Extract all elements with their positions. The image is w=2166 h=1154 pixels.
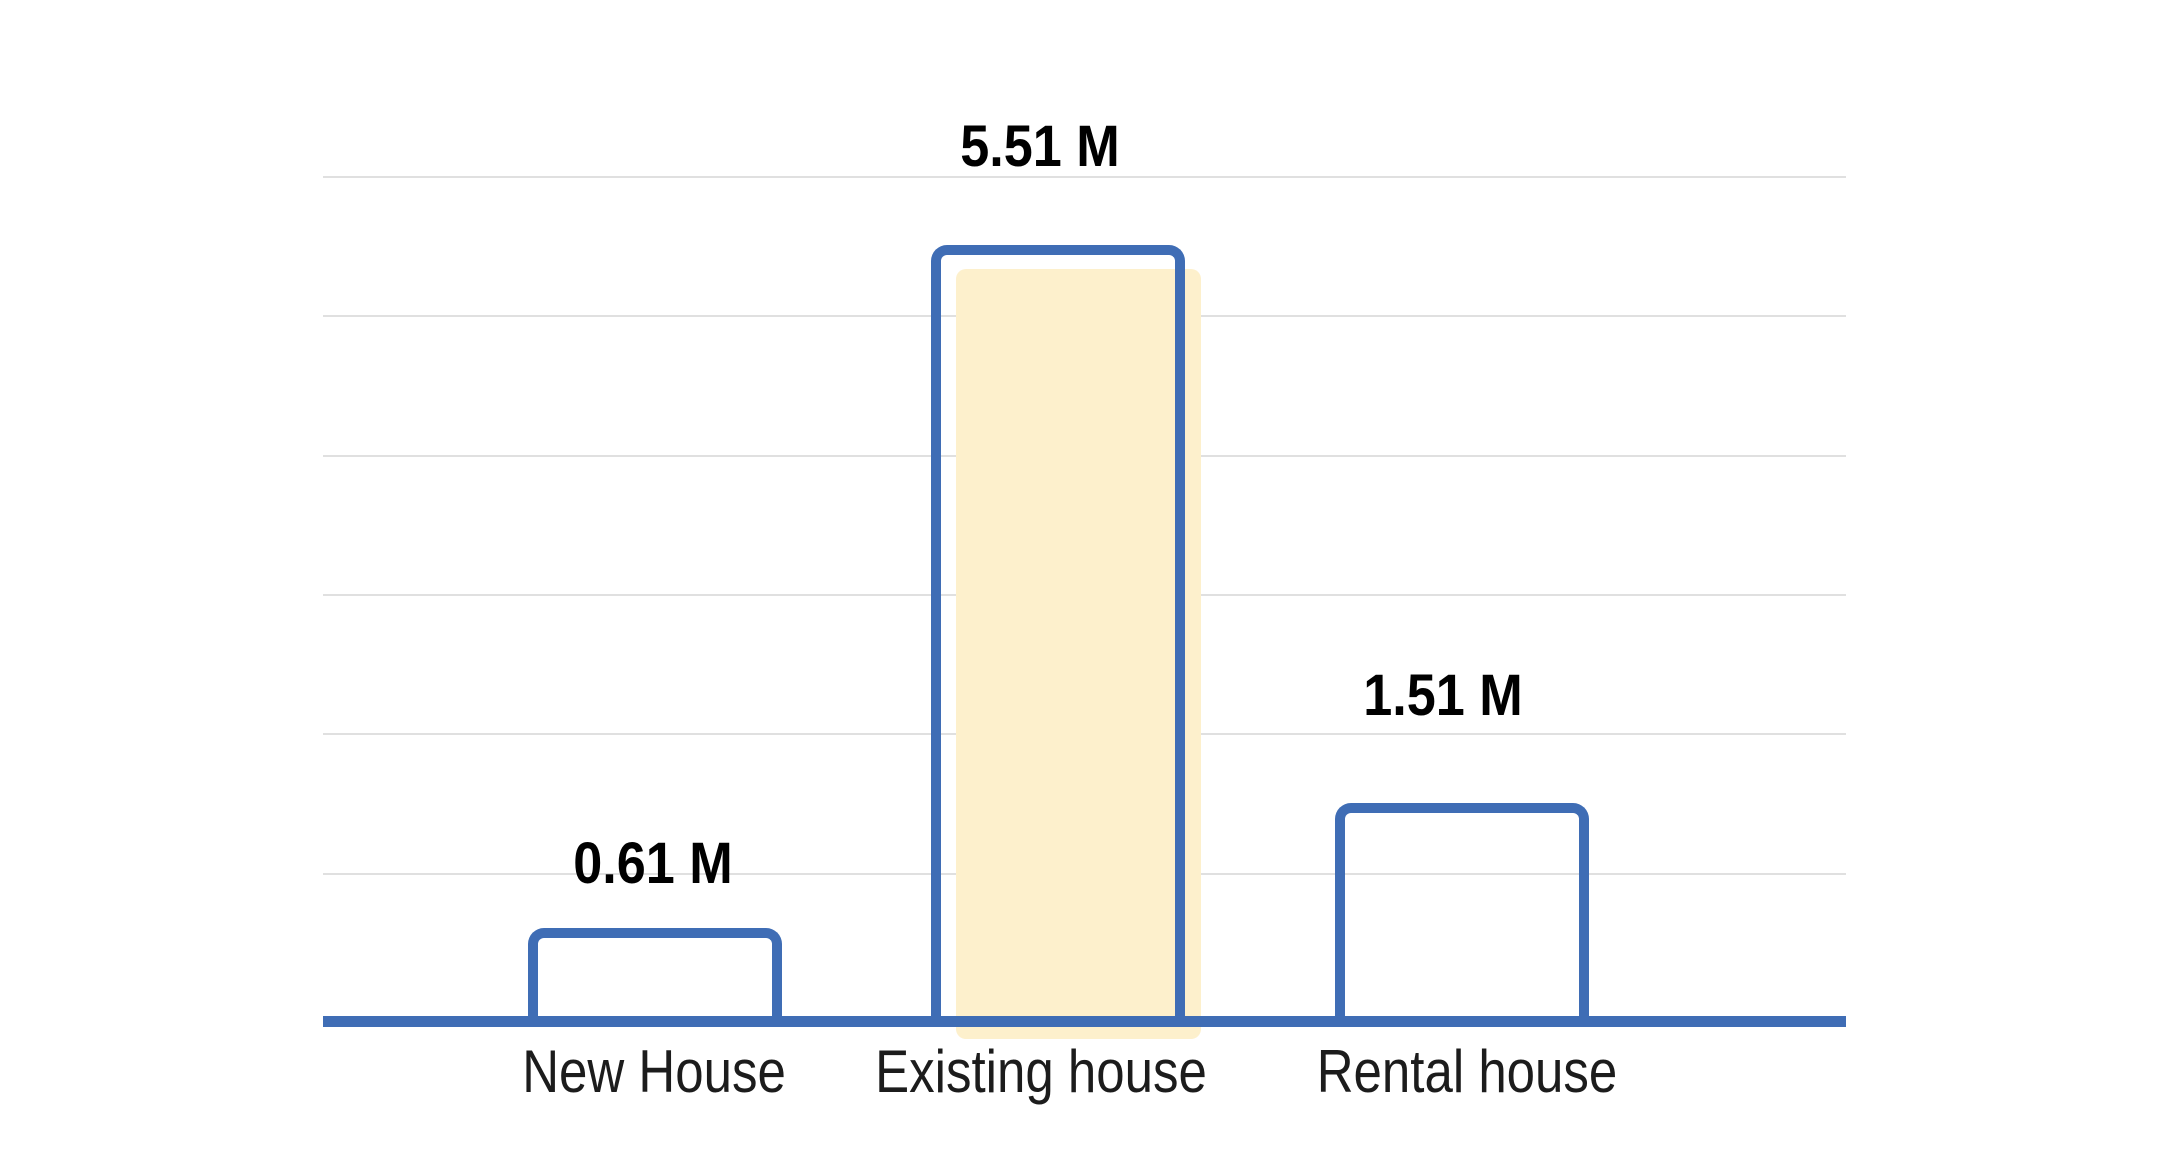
value-label-text: 5.51 M [960,114,1120,179]
category-label-text: Rental house [1316,1038,1618,1105]
value-label-text: 0.61 M [573,831,733,896]
value-label-existing-house: 5.51 M [951,118,1128,176]
value-label-new-house: 0.61 M [564,835,741,893]
bar-new-house [528,928,782,1022]
category-label-text: New House [522,1038,786,1105]
gridline-6m [323,176,1846,178]
value-label-text: 1.51 M [1363,663,1523,728]
value-label-rental-house: 1.51 M [1354,667,1531,725]
category-label-new-house: New House [499,1042,809,1102]
category-label-existing-house: Existing house [846,1042,1236,1102]
category-label-text: Existing house [875,1038,1207,1105]
bar-rental-house [1335,803,1589,1022]
highlight-band-existing-house [956,269,1201,1039]
x-axis-line [323,1016,1846,1027]
bar-existing-house [931,245,1185,1022]
category-label-rental-house: Rental house [1290,1042,1644,1102]
